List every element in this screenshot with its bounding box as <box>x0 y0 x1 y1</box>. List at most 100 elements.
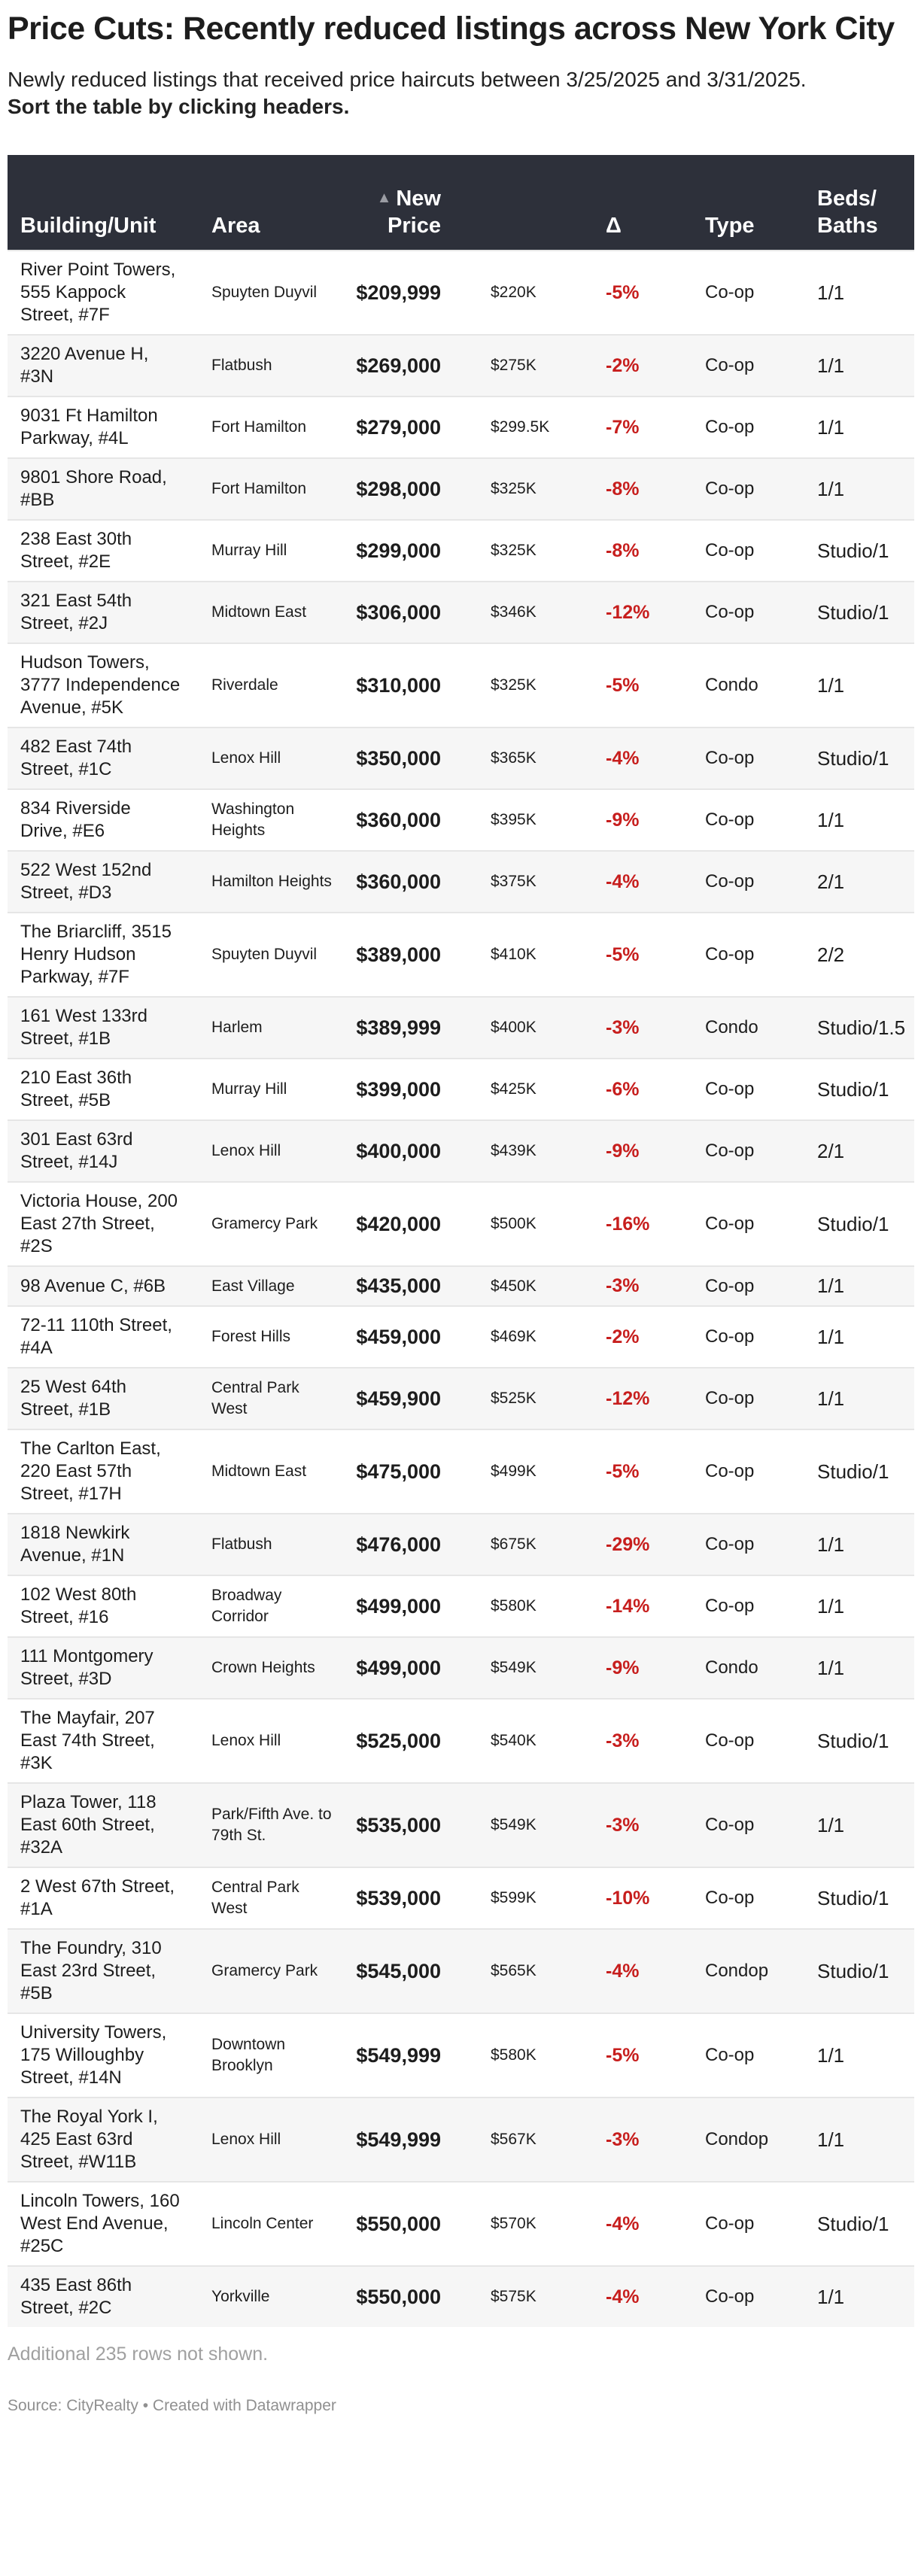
beds-baths-cell: 2/2 <box>806 912 914 997</box>
beds-baths-cell: Studio/1 <box>806 2181 914 2266</box>
header-old-price[interactable] <box>448 155 594 251</box>
new-price-cell: $269,000 <box>346 334 448 396</box>
delta-cell: -2% <box>594 1305 694 1368</box>
area-cell: Lincoln Center <box>199 2181 346 2266</box>
building-unit-cell: 834 Riverside Drive, #E6 <box>8 788 199 851</box>
beds-baths-cell: Studio/1 <box>806 1698 914 1783</box>
new-price-cell: $400,000 <box>346 1119 448 1182</box>
area-cell: Park/Fifth Ave. to 79th St. <box>199 1782 346 1867</box>
type-cell: Co-op <box>694 457 806 520</box>
area-cell: Central Park West <box>199 1367 346 1429</box>
triangle-up-icon: ▲ <box>376 190 392 206</box>
new-price-cell: $549,999 <box>346 2012 448 2098</box>
old-price-cell: $275K <box>448 334 594 396</box>
building-unit-cell: 321 East 54th Street, #2J <box>8 581 199 643</box>
delta-cell: -16% <box>594 1181 694 1266</box>
new-price-cell: $545,000 <box>346 1928 448 2013</box>
new-price-cell: $525,000 <box>346 1698 448 1783</box>
delta-cell: -5% <box>594 912 694 997</box>
header-delta[interactable]: Δ <box>606 214 622 238</box>
beds-baths-cell: Studio/1 <box>806 1429 914 1514</box>
old-price-cell: $567K <box>448 2097 594 2182</box>
old-price-cell: $425K <box>448 1058 594 1120</box>
source-note: Source: CityRealty • Created with Datawr… <box>8 2397 336 2414</box>
old-price-cell: $675K <box>448 1513 594 1575</box>
header-building-unit[interactable]: Building/Unit <box>20 214 157 238</box>
building-unit-cell: The Mayfair, 207 East 74th Street, #3K <box>8 1698 199 1783</box>
old-price-cell: $469K <box>448 1305 594 1368</box>
table-row: 102 West 80th Street, #16 Broadway Corrid… <box>8 1575 914 1637</box>
area-cell: Broadway Corridor <box>199 1575 346 1637</box>
building-unit-cell: University Towers, 175 Willoughby Street… <box>8 2012 199 2098</box>
area-cell: Flatbush <box>199 1513 346 1575</box>
area-cell: Gramercy Park <box>199 1928 346 2013</box>
header-area[interactable]: Area <box>211 214 260 238</box>
area-cell: Murray Hill <box>199 519 346 582</box>
new-price-cell: $209,999 <box>346 250 448 335</box>
delta-cell: -5% <box>594 1429 694 1514</box>
old-price-cell: $525K <box>448 1367 594 1429</box>
additional-rows-note: Additional 235 rows not shown. <box>8 2344 269 2365</box>
table-row: 210 East 36th Street, #5B Murray Hill $399… <box>8 1058 914 1120</box>
delta-cell: -4% <box>594 1928 694 2013</box>
table-row: Plaza Tower, 118 East 60th Street, #32A P… <box>8 1782 914 1867</box>
table-row: 238 East 30th Street, #2E Murray Hill $299… <box>8 519 914 582</box>
delta-cell: -5% <box>594 2012 694 2098</box>
building-unit-cell: River Point Towers, 555 Kappock Street, … <box>8 250 199 335</box>
beds-baths-cell: 1/1 <box>806 788 914 851</box>
delta-cell: -7% <box>594 396 694 458</box>
beds-baths-cell: Studio/1 <box>806 581 914 643</box>
new-price-cell: $459,900 <box>346 1367 448 1429</box>
header-new-price-label: New Price <box>388 187 441 238</box>
new-price-cell: $389,999 <box>346 996 448 1059</box>
old-price-cell: $540K <box>448 1698 594 1783</box>
delta-cell: -9% <box>594 1636 694 1699</box>
old-price-cell: $450K <box>448 1265 594 1306</box>
header-beds-baths[interactable]: Beds/ Baths <box>817 187 878 238</box>
type-cell: Co-op <box>694 727 806 789</box>
area-cell: Washington Heights <box>199 788 346 851</box>
beds-baths-cell: 2/1 <box>806 850 914 913</box>
beds-baths-cell: 1/1 <box>806 2097 914 2182</box>
building-unit-cell: 1818 Newkirk Avenue, #1N <box>8 1513 199 1575</box>
building-unit-cell: 522 West 152nd Street, #D3 <box>8 850 199 913</box>
delta-cell: -4% <box>594 2265 694 2327</box>
new-price-cell: $306,000 <box>346 581 448 643</box>
area-cell: East Village <box>199 1265 346 1306</box>
header-type[interactable]: Type <box>705 214 755 238</box>
beds-baths-cell: 1/1 <box>806 334 914 396</box>
table-row: 9801 Shore Road, #BB Fort Hamilton $298,00… <box>8 457 914 520</box>
datawrapper-table-chart: Price Cuts: Recently reduced listings ac… <box>8 11 914 2414</box>
header-new-price[interactable]: ▲ New Price <box>346 155 448 251</box>
building-unit-cell: 9801 Shore Road, #BB <box>8 457 199 520</box>
table-row: 301 East 63rd Street, #14J Lenox Hill $400… <box>8 1119 914 1182</box>
type-cell: Co-op <box>694 788 806 851</box>
beds-baths-cell: 1/1 <box>806 1782 914 1867</box>
delta-cell: -4% <box>594 850 694 913</box>
old-price-cell: $325K <box>448 457 594 520</box>
new-price-cell: $360,000 <box>346 850 448 913</box>
type-cell: Co-op <box>694 1265 806 1306</box>
old-price-cell: $570K <box>448 2181 594 2266</box>
beds-baths-cell: Studio/1.5 <box>806 996 914 1059</box>
beds-baths-cell: 1/1 <box>806 250 914 335</box>
type-cell: Co-op <box>694 1575 806 1637</box>
building-unit-cell: 111 Montgomery Street, #3D <box>8 1636 199 1699</box>
table-row: The Mayfair, 207 East 74th Street, #3K Le… <box>8 1698 914 1783</box>
type-cell: Condo <box>694 642 806 728</box>
delta-cell: -14% <box>594 1575 694 1637</box>
new-price-cell: $550,000 <box>346 2181 448 2266</box>
delta-cell: -8% <box>594 519 694 582</box>
page-title: Price Cuts: Recently reduced listings ac… <box>8 11 895 47</box>
table-row: 98 Avenue C, #6B East Village $435,000 $450… <box>8 1265 914 1306</box>
delta-cell: -2% <box>594 334 694 396</box>
building-unit-cell: The Royal York I, 425 East 63rd Street, … <box>8 2097 199 2182</box>
old-price-cell: $346K <box>448 581 594 643</box>
beds-baths-cell: 1/1 <box>806 2265 914 2327</box>
area-cell: Lenox Hill <box>199 1119 346 1182</box>
delta-cell: -8% <box>594 457 694 520</box>
delta-cell: -29% <box>594 1513 694 1575</box>
table-row: River Point Towers, 555 Kappock Street, … <box>8 250 914 335</box>
area-cell: Fort Hamilton <box>199 396 346 458</box>
delta-cell: -4% <box>594 2181 694 2266</box>
